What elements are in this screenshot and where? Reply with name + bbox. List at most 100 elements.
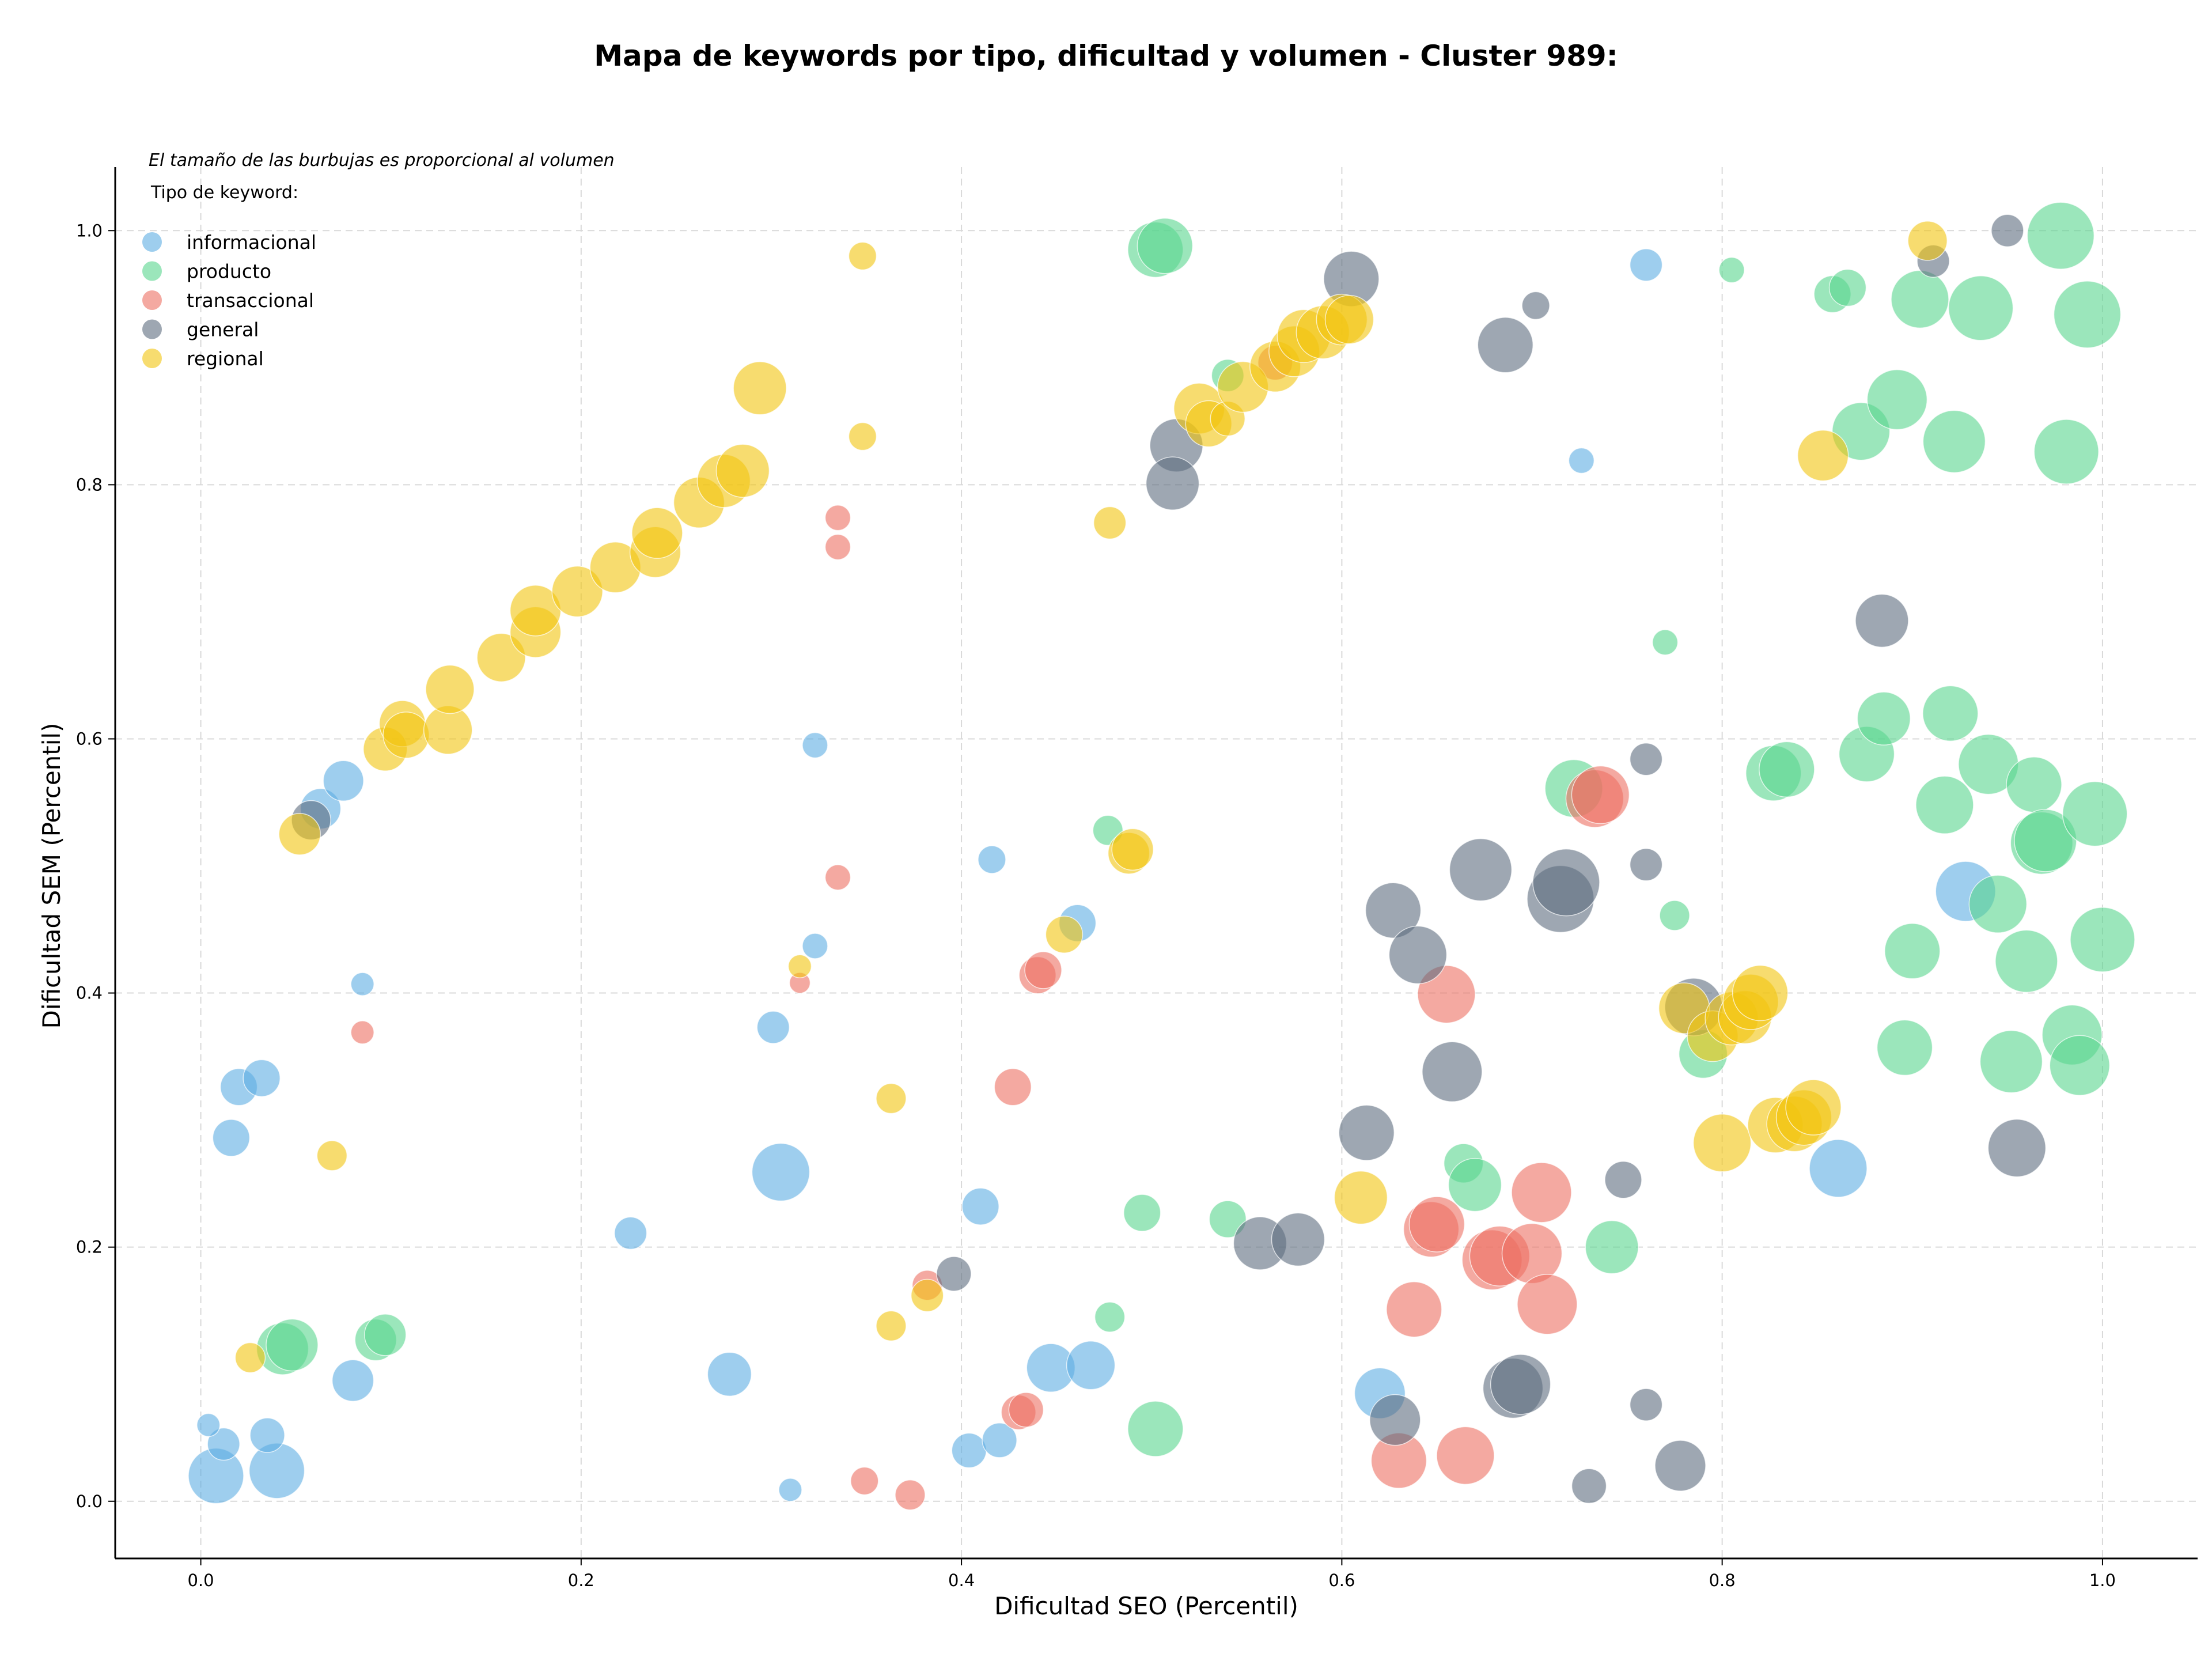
bubble-point (1145, 456, 1200, 510)
bubble-point (1857, 691, 1911, 746)
bubble-point (982, 1422, 1017, 1458)
bubble-point (1369, 1394, 1421, 1446)
bubble-point (1907, 221, 1948, 261)
bubble-point (1209, 1200, 1247, 1238)
bubble-point (1585, 1220, 1639, 1274)
bubble-point (1408, 1196, 1465, 1253)
bubble-point (425, 664, 475, 714)
bubble-point (1045, 915, 1084, 954)
bubble-point (1511, 1162, 1572, 1223)
bubble-point (2070, 907, 2135, 973)
bubble-point (1891, 270, 1949, 329)
bubble-point (1866, 369, 1928, 430)
bubble-point (2027, 202, 2095, 270)
series-general (291, 214, 2047, 1504)
x-tick-label: 0.0 (187, 1571, 214, 1590)
y-tick-label: 0.4 (76, 983, 103, 1003)
bubble-point (1692, 1114, 1752, 1172)
bubble-point (1386, 1281, 1442, 1338)
bubble-point (350, 1020, 374, 1045)
bubble-point (951, 1432, 987, 1469)
bubble-point (1809, 1139, 1868, 1198)
bubble-point (824, 534, 851, 561)
bubble-point (2033, 419, 2099, 485)
bubble-point (1123, 1194, 1161, 1232)
bubble-point (1093, 506, 1127, 540)
bubble-point (2062, 781, 2128, 847)
y-tick-label: 0.2 (76, 1238, 103, 1257)
bubble-point (1604, 1161, 1642, 1199)
y-tick-label: 1.0 (76, 221, 103, 240)
bubble-point (1501, 1223, 1563, 1284)
bubble-point (1365, 882, 1422, 939)
bubble-point (1915, 775, 1974, 834)
x-tick-label: 1.0 (2089, 1571, 2116, 1590)
bubble-point (1922, 410, 1986, 474)
bubble-point (961, 1187, 999, 1225)
bubble-point (243, 1059, 281, 1098)
bubble-point (876, 1083, 907, 1114)
series-regional (234, 221, 1948, 1374)
bubble-point (1517, 1274, 1578, 1335)
bubble-point (824, 504, 851, 531)
bubble-point (1652, 629, 1679, 656)
legend-marker (142, 261, 162, 281)
legend-label-regional: regional (187, 347, 264, 370)
bubble-point (1388, 925, 1448, 985)
x-tick-label: 0.4 (948, 1571, 975, 1590)
y-tick-label: 0.6 (76, 729, 103, 748)
bubble-point (1855, 593, 1909, 648)
bubble-point (1449, 838, 1513, 902)
bubble-point (848, 422, 877, 451)
bubble-point (1654, 1440, 1706, 1492)
bubble-point (848, 241, 877, 271)
bubble-point (850, 1466, 879, 1496)
legend-marker (142, 290, 162, 310)
bubble-point (1571, 765, 1630, 824)
bubble-point (1995, 929, 2058, 993)
bubble-point (1948, 275, 2014, 341)
bubble-point (802, 732, 828, 759)
bubble-point (715, 444, 770, 498)
bubble-point (1477, 317, 1534, 373)
bubble-point (212, 1119, 251, 1157)
series-producto (256, 202, 2135, 1457)
bubble-point (2053, 281, 2122, 349)
bubble-point (323, 760, 364, 801)
y-tick-label: 0.0 (76, 1492, 103, 1511)
bubble-point (1659, 900, 1690, 931)
chart-title: Mapa de keywords por tipo, dificultad y … (594, 39, 1618, 73)
bubble-point (824, 864, 851, 891)
bubble-point (1436, 1426, 1495, 1485)
bubble-point (895, 1479, 926, 1511)
bubble-point (1137, 217, 1194, 274)
bubble-point (207, 1427, 240, 1461)
bubble-point (316, 1140, 348, 1171)
legend-label-producto: producto (187, 260, 271, 283)
bubble-point (1324, 294, 1374, 345)
bubble-point (1968, 875, 2028, 933)
bubble-point (1271, 1212, 1325, 1267)
bubble-point (476, 633, 526, 683)
x-tick-label: 0.2 (568, 1571, 594, 1590)
legend-title: Tipo de keyword: (150, 183, 298, 203)
bubble-point (1490, 1354, 1551, 1415)
bubble-point (1338, 1104, 1395, 1161)
bubble-point (1987, 1118, 2047, 1178)
legend-marker (142, 232, 162, 252)
bubble-point (978, 845, 1006, 874)
x-axis-label: Dificultad SEO (Percentil) (994, 1592, 1298, 1620)
y-ticks: 0.0 0.2 0.4 0.6 0.8 1.0 (76, 221, 115, 1511)
bubble-point (910, 1278, 944, 1312)
bubble-point (1629, 1388, 1663, 1421)
bubble-point (2006, 756, 2062, 813)
bubble-point (1785, 1079, 1842, 1136)
bubble-point (278, 813, 321, 856)
bubble-point (1532, 848, 1600, 917)
bubble-point (1876, 1019, 1933, 1076)
bubble-point (1828, 268, 1867, 307)
bubble-point (1571, 1468, 1607, 1504)
bubble-point (1024, 951, 1062, 989)
bubble-size-note: El tamaño de las burbujas es proporciona… (149, 150, 615, 171)
